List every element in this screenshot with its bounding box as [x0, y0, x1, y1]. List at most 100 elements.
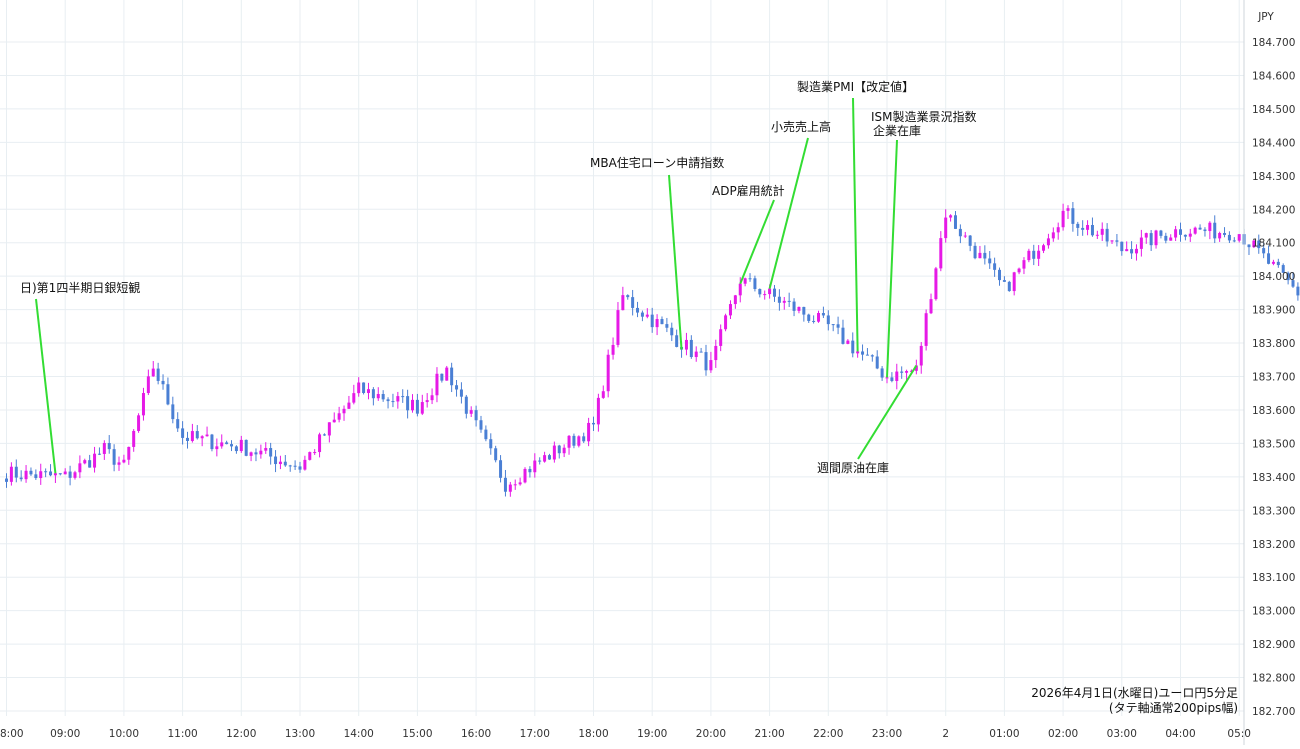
candle-body	[63, 471, 67, 475]
candle-body	[34, 474, 38, 479]
candle-body	[851, 340, 855, 354]
candle-body	[264, 448, 268, 451]
candle-body	[371, 389, 375, 399]
y-tick-label: 183.500	[1252, 438, 1295, 450]
candle-body	[1056, 227, 1060, 233]
candle-body	[1022, 260, 1026, 269]
y-tick-label: 183.600	[1252, 405, 1295, 417]
x-tick-label: 11:00	[167, 728, 197, 740]
candle-body	[322, 434, 326, 436]
candle-body	[102, 443, 106, 454]
candle-body	[141, 393, 145, 416]
annotation-leader-line	[768, 137, 809, 289]
candle-body	[592, 422, 595, 425]
candle-body	[112, 449, 116, 465]
candle-body	[508, 484, 512, 492]
annotation-leader-line	[852, 97, 859, 352]
candle-body	[117, 462, 121, 465]
candle-body	[342, 408, 346, 414]
y-tick-label: 184.400	[1252, 137, 1295, 149]
candle-body	[313, 452, 317, 454]
candle-body	[528, 468, 532, 473]
candle-body	[1125, 249, 1129, 252]
candle-body	[73, 472, 77, 478]
candle-body	[998, 269, 1002, 281]
y-tick-label: 183.200	[1252, 539, 1295, 551]
candle-body	[469, 410, 473, 414]
candle-body	[1159, 230, 1163, 236]
y-tick-label: 183.700	[1252, 372, 1295, 384]
candle-body	[386, 399, 390, 402]
annotation-label: ISM製造業景況指数	[871, 109, 977, 124]
x-tick-label: 09:00	[50, 728, 80, 740]
x-tick-label: 12:00	[226, 728, 256, 740]
candle-body	[846, 340, 850, 344]
candle-body	[665, 324, 669, 328]
candle-body	[445, 367, 449, 381]
candle-body	[244, 439, 248, 456]
candle-body	[337, 413, 341, 420]
candle-body	[347, 402, 351, 409]
candle-body	[968, 235, 972, 246]
candle-body	[396, 396, 400, 402]
annotation-layer: 日)第1四半期日銀短観 MBA住宅ローン申請指数 ADP雇用統計 小売売上高 製造業PM…	[20, 79, 977, 475]
candle-body	[905, 371, 909, 373]
x-tick-label: 14:00	[344, 728, 374, 740]
candle-body	[772, 288, 776, 297]
candle-body	[49, 471, 53, 476]
candle-body	[1164, 235, 1168, 241]
candle-body	[733, 295, 737, 305]
annotation-label: 日)第1四半期日銀短観	[20, 281, 140, 295]
candle-body	[949, 215, 953, 218]
candle-body	[127, 446, 131, 460]
candle-body	[44, 471, 48, 473]
x-tick-label: 15:00	[402, 728, 432, 740]
candle-body	[1247, 244, 1251, 248]
candle-body	[474, 410, 478, 421]
candle-body	[1120, 241, 1124, 252]
annotation-label: 製造業PMI【改定値】	[797, 79, 914, 94]
currency-label: JPY	[1257, 11, 1274, 23]
candle-body	[181, 428, 185, 438]
annotation-leader-line	[35, 298, 57, 474]
candle-body	[83, 460, 87, 464]
candle-body	[675, 335, 679, 347]
candle-body	[288, 465, 292, 467]
annotation-label: 企業在庫	[873, 123, 921, 138]
candle-layer	[5, 202, 1300, 497]
y-tick-label: 183.100	[1252, 572, 1295, 584]
candle-body	[406, 396, 410, 411]
candle-body	[479, 420, 483, 430]
y-tick-label: 182.800	[1252, 673, 1295, 685]
candle-body	[978, 252, 982, 259]
candle-body	[1037, 250, 1041, 259]
candle-body	[1051, 232, 1055, 239]
candle-body	[924, 313, 928, 346]
candle-body	[836, 324, 840, 328]
y-tick-label: 182.900	[1252, 639, 1295, 651]
candle-body	[640, 312, 644, 317]
y-tick-label: 184.000	[1252, 271, 1295, 283]
candle-body	[699, 351, 703, 353]
candle-body	[5, 478, 8, 482]
x-tick-label: 16:00	[461, 728, 491, 740]
candle-body	[709, 360, 713, 371]
candle-body	[1071, 208, 1075, 224]
candle-body	[885, 377, 889, 379]
annotation-label: ADP雇用統計	[712, 183, 785, 198]
candle-body	[1174, 229, 1178, 238]
candle-body	[865, 354, 869, 356]
candle-body	[225, 442, 229, 445]
candle-body	[983, 252, 987, 259]
candle-body	[1179, 229, 1182, 235]
candle-body	[376, 394, 380, 399]
candle-body	[1276, 261, 1280, 266]
candle-body	[156, 368, 160, 381]
candle-body	[728, 304, 732, 316]
candle-body	[895, 371, 899, 381]
x-tick-label: 13:00	[285, 728, 315, 740]
candle-body	[1218, 232, 1222, 239]
candle-body	[1267, 253, 1271, 264]
x-tick-label: 18:00	[578, 728, 608, 740]
candle-body	[1095, 234, 1099, 236]
